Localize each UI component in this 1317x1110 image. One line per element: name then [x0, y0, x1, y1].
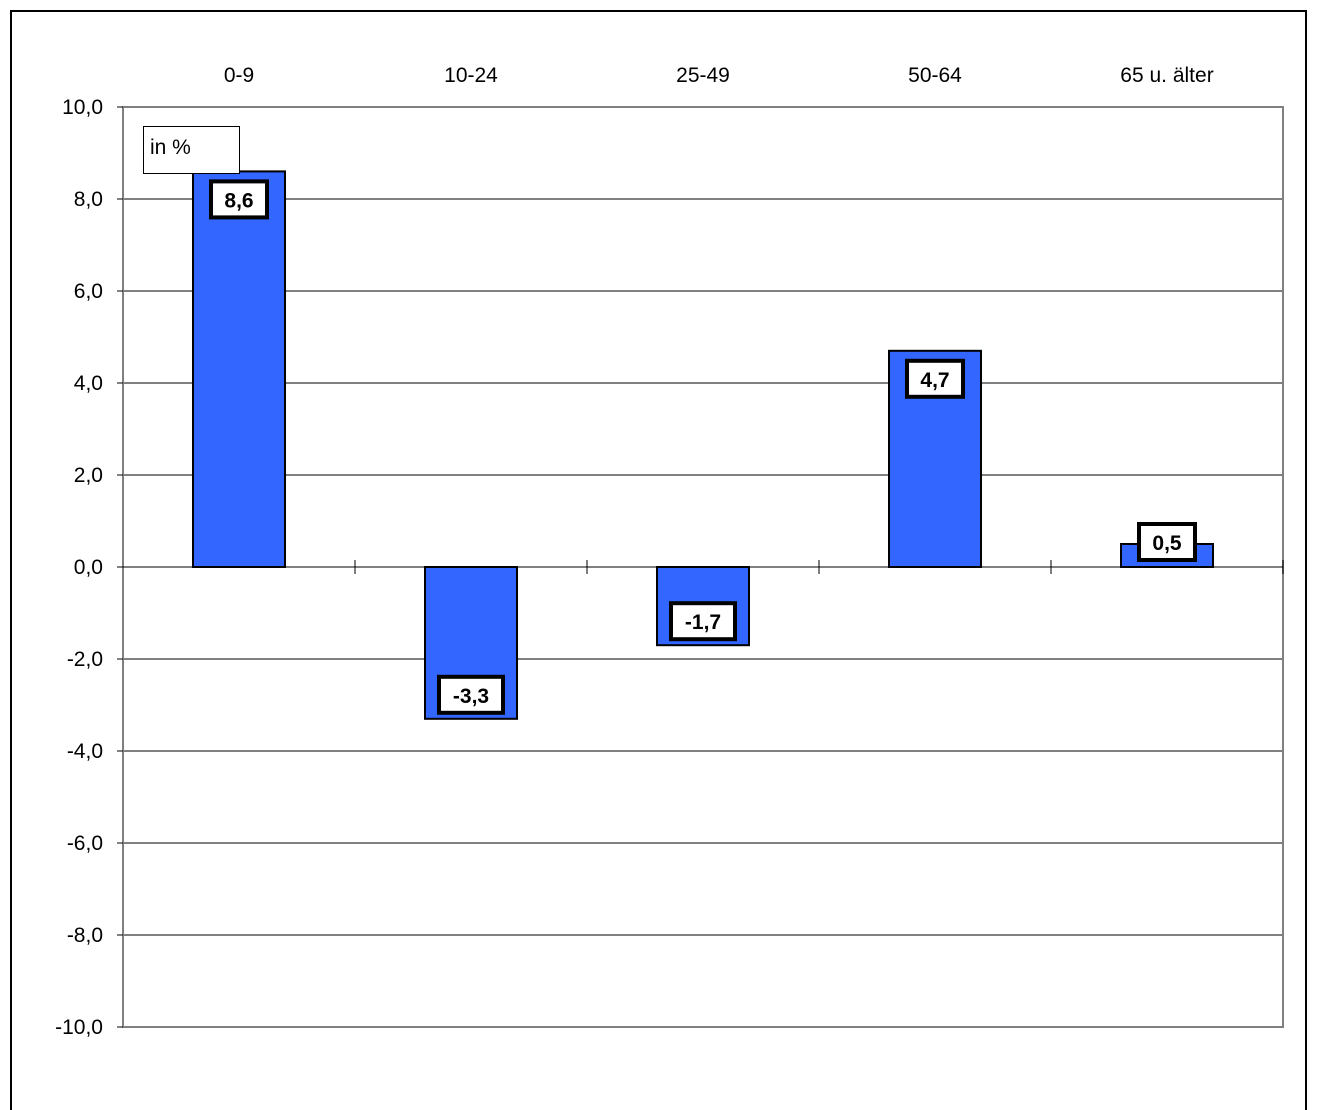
data-label-text: 8,6 [224, 189, 253, 212]
unit-label: in % [143, 126, 240, 174]
data-label: 8,6 [209, 179, 269, 220]
y-tick-label: 0,0 [74, 556, 103, 579]
y-tick-label: -6,0 [67, 832, 103, 855]
y-tick-label: 4,0 [74, 372, 103, 395]
y-tick-label: 2,0 [74, 464, 103, 487]
data-label: -1,7 [669, 601, 737, 642]
category-label: 0-9 [224, 64, 254, 87]
axes [117, 106, 1284, 1028]
data-label-box [209, 179, 269, 220]
category-label: 50-64 [908, 64, 962, 87]
data-label-text: -1,7 [685, 611, 721, 634]
data-label: -3,3 [437, 674, 505, 715]
y-tick-label: -2,0 [67, 648, 103, 671]
data-label-box [437, 674, 505, 715]
data-label-box [905, 358, 965, 399]
bar-0-9 [192, 170, 286, 568]
data-label-text: 0,5 [1152, 532, 1182, 555]
data-label-box [1137, 522, 1197, 562]
tick-labels: 10,0 8,0 6,0 4,0 2,0 0,0 -2,0 -4,0 -6,0 -8,0 -10,0… [55, 64, 1214, 1039]
data-label-box [669, 601, 737, 642]
category-label: 25-49 [676, 64, 730, 87]
category-label: 10-24 [444, 64, 498, 87]
y-tick-label: -4,0 [67, 740, 103, 763]
category-label: 65 u. älter [1120, 64, 1213, 87]
data-label-text: 4,7 [920, 369, 949, 392]
data-label: 4,7 [905, 358, 965, 399]
y-tick-label: 6,0 [74, 280, 103, 303]
data-label-text: -3,3 [453, 685, 489, 708]
data-labels: 8,6 -3,3 -1,7 4,7 0,5 [209, 179, 1197, 715]
data-label: 0,5 [1137, 522, 1197, 562]
y-tick-label: 8,0 [74, 188, 103, 211]
y-tick-label: -8,0 [67, 924, 103, 947]
y-tick-label: -10,0 [55, 1016, 103, 1039]
y-tick-label: 10,0 [62, 96, 103, 119]
